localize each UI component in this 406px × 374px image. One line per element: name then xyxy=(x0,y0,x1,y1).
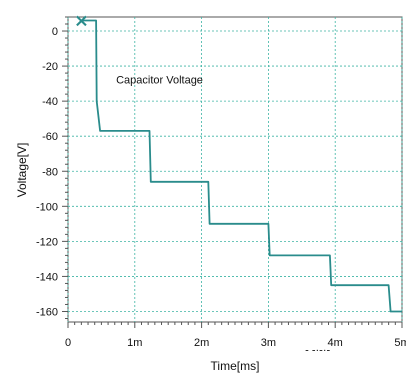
x-tick-label-4: 4m xyxy=(328,337,343,349)
y-tick-label-4: -80 xyxy=(42,166,58,178)
y-axis-title: Voltage[V] xyxy=(15,143,29,198)
y-tick-label-5: -100 xyxy=(36,201,58,213)
tick-labels: 0 1m 2m 3m 4m 5m 0 -20 -40 -60 -80 -100 -120 -140 -160 xyxy=(36,26,406,349)
series-annotation: Capacitor Voltage xyxy=(116,75,203,87)
y-tick-label-8: -160 xyxy=(36,306,58,318)
x-axis-title: Time[ms] xyxy=(211,359,260,373)
series-layer: × xyxy=(74,11,402,313)
x-tick-label-1: 1m xyxy=(127,337,142,349)
y-tick-label-6: -120 xyxy=(36,236,58,248)
series-line-0 xyxy=(81,19,402,313)
grid xyxy=(67,17,403,322)
annotations: Capacitor Voltage - -·-·- xyxy=(116,75,330,357)
y-tick-label-1: -20 xyxy=(42,61,58,73)
start-marker: × xyxy=(74,11,89,32)
faint-annotation: - -·-·- xyxy=(305,345,330,357)
y-tick-label-0: 0 xyxy=(52,26,58,38)
minor-ticks xyxy=(62,16,403,328)
x-tick-label-0: 0 xyxy=(65,337,71,349)
x-tick-label-3: 3m xyxy=(261,337,276,349)
y-tick-label-2: -40 xyxy=(42,96,58,108)
y-tick-label-3: -60 xyxy=(42,131,58,143)
plot-area xyxy=(67,16,403,323)
x-tick-label-5: 5m xyxy=(394,337,406,349)
x-tick-label-2: 2m xyxy=(194,337,209,349)
y-tick-label-7: -140 xyxy=(36,271,58,283)
